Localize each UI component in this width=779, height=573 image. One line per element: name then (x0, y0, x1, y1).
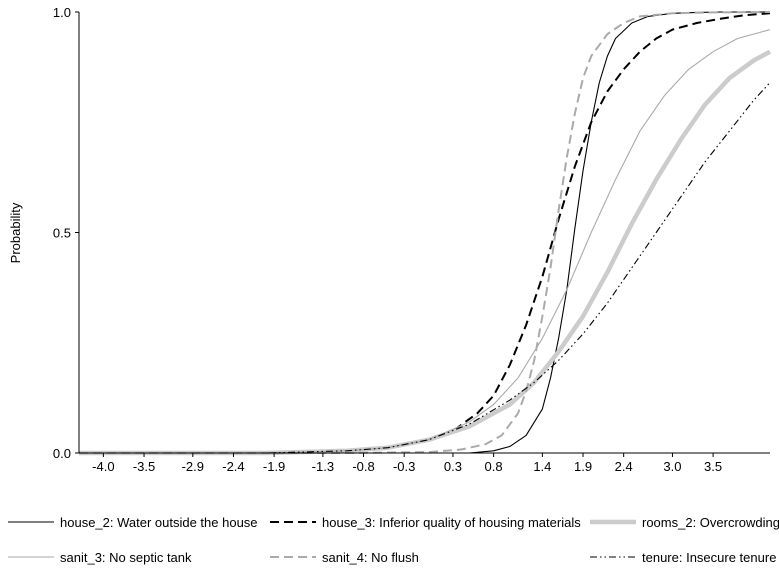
legend-label-2: rooms_2: Overcrowding (642, 515, 779, 530)
x-tick-label: 2.4 (615, 459, 633, 474)
series-line-1 (79, 12, 771, 454)
series-layer (79, 11, 772, 456)
legend-label-1: house_3: Inferior quality of housing mat… (322, 515, 581, 530)
x-tick-label: -1.3 (312, 459, 334, 474)
series-line-0 (79, 11, 770, 454)
series-line-4 (79, 11, 771, 454)
legend: house_2: Water outside the house house_3:… (8, 515, 779, 565)
x-tick-label: -3.5 (133, 459, 155, 474)
series-line-3 (79, 29, 771, 454)
y-tick-label: 0.5 (53, 226, 71, 241)
legend-label-4: sanit_4: No flush (322, 550, 419, 565)
x-tick-label: -1.9 (263, 459, 285, 474)
ticks-layer: -4.0 -3.5 -2.9 -2.4 -1.9 -1.3 -0.8 -0.3 0.3 0.8 1.… (53, 5, 722, 474)
y-tick-label: 1.0 (53, 5, 71, 20)
x-tick-label: 1.4 (533, 459, 551, 474)
x-tick-label: -0.3 (393, 459, 415, 474)
legend-label-3: sanit_3: No septic tank (60, 550, 192, 565)
x-tick-label: -2.4 (222, 459, 244, 474)
x-tick-label: -2.9 (182, 459, 204, 474)
legend-label-0: house_2: Water outside the house (60, 515, 258, 530)
x-tick-label: 3.5 (704, 459, 722, 474)
y-tick-label: 0.0 (53, 446, 71, 461)
series-line-2 (79, 49, 772, 456)
x-tick-label: -0.8 (352, 459, 374, 474)
series-line-5 (79, 82, 771, 454)
axes-layer (78, 12, 770, 454)
x-tick-label: 1.9 (574, 459, 592, 474)
y-axis-title: Probability (8, 202, 23, 263)
x-tick-label: -4.0 (92, 459, 114, 474)
x-tick-label: 0.3 (444, 459, 462, 474)
x-tick-label: 0.8 (485, 459, 503, 474)
x-tick-label: 3.0 (663, 459, 681, 474)
legend-label-5: tenure: Insecure tenure (642, 550, 776, 565)
